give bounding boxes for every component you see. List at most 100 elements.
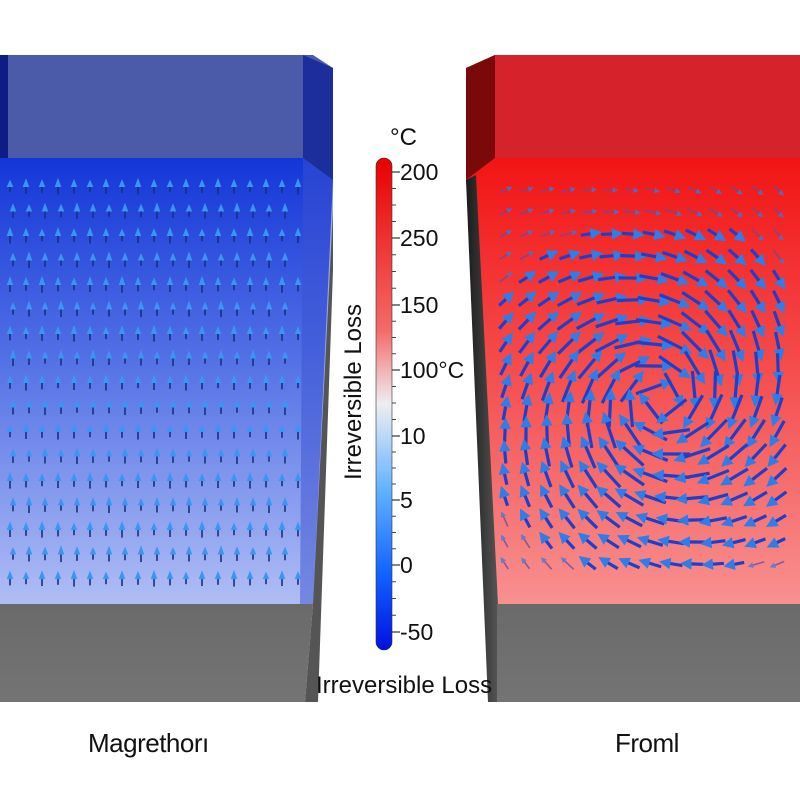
magnetization-arrow <box>9 448 17 463</box>
magnetization-arrow <box>185 449 193 462</box>
vortex-arrow <box>766 513 787 528</box>
magnetization-arrow <box>86 226 94 244</box>
vortex-arrow <box>618 557 641 570</box>
vortex-arrow <box>520 230 534 238</box>
magnetization-arrow <box>137 349 145 366</box>
vortex-arrow <box>557 271 582 284</box>
vortex-arrow <box>704 269 728 289</box>
magnetization-arrow <box>86 471 94 489</box>
magnetization-arrow <box>89 448 97 463</box>
magnetization-arrow <box>233 400 241 413</box>
uniform-magnetization-arrows <box>6 177 302 587</box>
vortex-arrow <box>597 271 627 283</box>
magnetization-arrow <box>6 179 14 193</box>
vortex-arrow <box>562 186 577 193</box>
magnetization-arrow <box>57 498 65 511</box>
magnetization-arrow <box>246 276 254 292</box>
vortex-arrow <box>728 329 745 363</box>
vortex-arrow <box>727 268 747 290</box>
vortex-arrow <box>642 228 666 241</box>
magnetization-arrow <box>169 448 177 463</box>
magnetization-arrow <box>249 349 257 367</box>
vortex-arrow <box>706 227 727 242</box>
vortex-arrow <box>662 250 688 263</box>
magnetization-arrow <box>233 546 241 561</box>
vortex-arrow <box>663 372 684 407</box>
vortex-arrow <box>659 293 691 309</box>
magnetization-arrow <box>294 326 302 340</box>
magnetization-arrow <box>198 228 206 242</box>
vortex-arrow <box>624 187 640 194</box>
vortex-arrow <box>596 485 622 509</box>
left-block-top-left-edge <box>0 55 8 158</box>
magnetization-arrow <box>102 178 110 194</box>
magnetization-arrow <box>70 277 78 291</box>
vortex-arrow <box>615 439 645 467</box>
vortex-arrow <box>744 442 768 468</box>
magnetization-arrow <box>182 571 190 585</box>
magnetization-arrow <box>249 302 257 315</box>
magnetization-arrow <box>86 325 94 341</box>
vortex-arrow <box>520 534 531 549</box>
magnetization-arrow <box>57 349 65 366</box>
magnetization-arrow <box>137 448 145 463</box>
vortex-arrow <box>499 208 513 216</box>
left-magnet-block <box>0 55 333 702</box>
magnetization-arrow <box>262 571 270 585</box>
vortex-arrow <box>558 508 576 530</box>
magnetization-arrow <box>57 300 65 318</box>
vortex-arrow <box>537 311 560 331</box>
vortex-arrow <box>773 228 784 241</box>
left-block-base-edge <box>305 210 333 702</box>
magnetization-arrow <box>278 325 286 341</box>
magnetization-arrow <box>9 497 17 512</box>
magnetization-arrow <box>294 521 302 537</box>
magnetization-arrow <box>198 179 206 193</box>
magnetization-arrow <box>54 326 62 340</box>
magnetization-arrow <box>41 252 49 267</box>
vortex-arrow <box>556 311 583 331</box>
vortex-arrow <box>696 468 730 485</box>
vortex-arrow <box>499 186 513 194</box>
magnetization-arrow <box>150 178 158 194</box>
vortex-arrow <box>751 330 765 362</box>
vortex-arrow <box>577 350 603 380</box>
vortex-arrow <box>500 373 512 399</box>
magnetization-arrow <box>9 398 17 415</box>
magnetization-arrow <box>182 178 190 194</box>
magnetization-arrow <box>134 472 142 488</box>
magnetization-arrow <box>201 351 209 364</box>
magnetization-arrow <box>153 251 161 268</box>
magnetization-arrow <box>89 203 97 218</box>
magnetization-arrow <box>150 473 158 487</box>
vortex-arrow <box>556 292 583 308</box>
magnetization-arrow <box>294 276 302 292</box>
vortex-arrow <box>596 292 628 305</box>
magnetization-arrow <box>294 571 302 585</box>
magnetization-arrow <box>294 375 302 389</box>
vortex-arrow <box>499 417 511 443</box>
magnetization-arrow <box>70 374 78 390</box>
magnetization-arrow <box>137 399 145 414</box>
magnetization-arrow <box>262 423 270 439</box>
vortex-arrow <box>594 334 629 354</box>
magnetization-arrow <box>118 570 126 586</box>
magnetization-arrow <box>6 570 14 586</box>
magnetization-arrow <box>217 300 225 318</box>
magnetization-arrow <box>25 449 33 462</box>
vortex-arrow <box>498 291 515 307</box>
magnetization-arrow <box>217 349 225 366</box>
magnetization-arrow <box>278 275 286 293</box>
magnetization-arrow <box>25 496 33 514</box>
magnetization-arrow <box>294 472 302 488</box>
magnetization-arrow <box>118 228 126 242</box>
color-scale-tick-label: 0 <box>400 552 413 578</box>
vortex-arrow <box>601 228 624 240</box>
magnetization-arrow <box>294 422 302 440</box>
color-scale-ticks <box>392 171 400 633</box>
magnetization-arrow <box>70 228 78 242</box>
magnetization-arrow <box>169 497 177 512</box>
magnetization-arrow <box>214 422 222 440</box>
magnetization-arrow <box>153 447 161 465</box>
vortex-arrow <box>749 289 766 314</box>
